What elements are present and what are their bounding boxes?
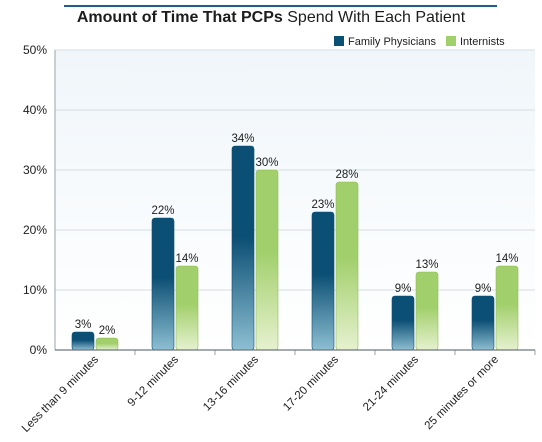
x-category-label: 13-16 minutes xyxy=(201,353,261,413)
x-category-label: 21-24 minutes xyxy=(361,353,421,413)
y-tick-label: 0% xyxy=(30,343,48,357)
chart-title-rest: Spend With Each Patient xyxy=(287,9,466,26)
chart-title: Amount of Time That PCPs Spend With Each… xyxy=(0,9,542,27)
data-label: 30% xyxy=(255,157,278,169)
x-category-label: Less than 9 minutes xyxy=(20,353,101,434)
bar-family-physicians xyxy=(391,295,415,351)
bar-family-physicians xyxy=(151,217,175,351)
data-label: 2% xyxy=(99,325,116,337)
data-label: 34% xyxy=(231,133,254,145)
data-label: 28% xyxy=(335,169,358,181)
bar-family-physicians xyxy=(71,331,95,351)
y-tick-label: 10% xyxy=(23,283,47,297)
data-label: 13% xyxy=(415,259,438,271)
legend-swatch xyxy=(446,36,456,46)
y-tick-label: 20% xyxy=(23,223,47,237)
legend-label: Family Physicians xyxy=(348,36,437,48)
x-category-label: 17-20 minutes xyxy=(281,353,341,413)
data-label: 22% xyxy=(151,205,174,217)
data-label: 3% xyxy=(75,319,92,331)
bar-family-physicians xyxy=(311,211,335,351)
legend-label: Internists xyxy=(460,36,505,48)
bar-family-physicians xyxy=(231,145,255,351)
chart-title-bold: Amount of Time That PCPs xyxy=(76,9,283,26)
data-label: 23% xyxy=(311,199,334,211)
data-label: 14% xyxy=(495,253,518,265)
y-tick-label: 50% xyxy=(23,43,47,57)
data-label: 9% xyxy=(475,283,492,295)
bar-internists xyxy=(495,265,519,351)
plot-area xyxy=(55,50,535,350)
y-tick-label: 30% xyxy=(23,163,47,177)
title-rule xyxy=(64,5,497,7)
bar-internists xyxy=(95,337,119,351)
y-tick-label: 40% xyxy=(23,103,47,117)
x-category-label: 9-12 minutes xyxy=(126,353,182,409)
bar-family-physicians xyxy=(471,295,495,351)
data-label: 9% xyxy=(395,283,412,295)
bar-internists xyxy=(175,265,199,351)
legend-swatch xyxy=(334,36,344,46)
bar-internists xyxy=(335,181,359,351)
bar-internists xyxy=(255,169,279,351)
bar-internists xyxy=(415,271,439,351)
data-label: 14% xyxy=(175,253,198,265)
x-category-label: 25 minutes or more xyxy=(423,354,502,433)
